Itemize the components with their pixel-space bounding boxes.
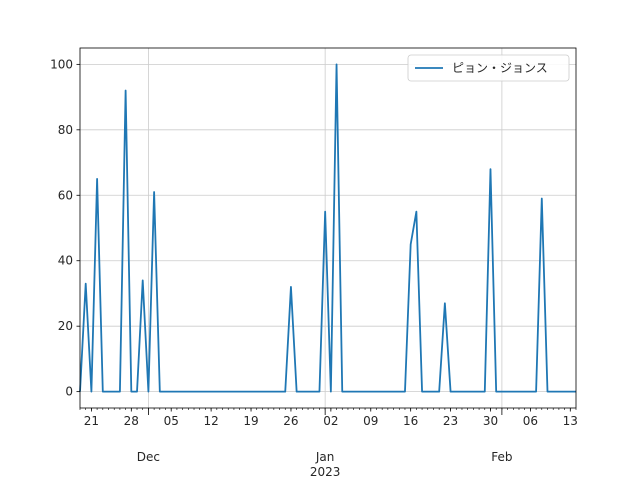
legend-label: ピョン・ジョンス: [452, 61, 548, 75]
x-axis: 21 28 05 12 19 26 02 09 16 23 30 06 13 Dec Jan 2023 Feb: [79, 408, 578, 479]
x-tick-label: 02: [323, 414, 338, 428]
legend-box: [407, 54, 570, 82]
x-tick-label: 05: [164, 414, 179, 428]
y-tick-label: 80: [58, 123, 73, 137]
x-tick-label: 23: [443, 414, 458, 428]
x-tick-label: 12: [203, 414, 218, 428]
x-tick-label: 19: [243, 414, 258, 428]
series-group: [79, 63, 576, 393]
x-tick-label: 21: [84, 414, 99, 428]
y-axis: 0 20 40 60 80 100: [50, 57, 80, 399]
x-tick-label: 28: [124, 414, 139, 428]
y-tick-label: 60: [58, 188, 73, 202]
y-tick-label: 0: [65, 385, 73, 399]
plot-frame: [79, 47, 577, 409]
x-tick-label: 16: [403, 414, 418, 428]
series-line-0: [79, 63, 576, 393]
x-tick-label: 06: [523, 414, 538, 428]
x-month-label: Jan 2023: [310, 450, 341, 479]
x-month-label: Dec: [137, 450, 160, 464]
x-tick-label: 26: [283, 414, 298, 428]
x-tick-label: 09: [363, 414, 378, 428]
y-tick-label: 40: [58, 254, 73, 268]
y-tick-label: 20: [58, 319, 73, 333]
x-month-label: Feb: [491, 450, 512, 464]
legend: ピョン・ジョンス: [407, 54, 570, 82]
x-tick-label: 13: [563, 414, 578, 428]
x-tick-label: 30: [483, 414, 498, 428]
y-tick-label: 100: [50, 57, 73, 71]
